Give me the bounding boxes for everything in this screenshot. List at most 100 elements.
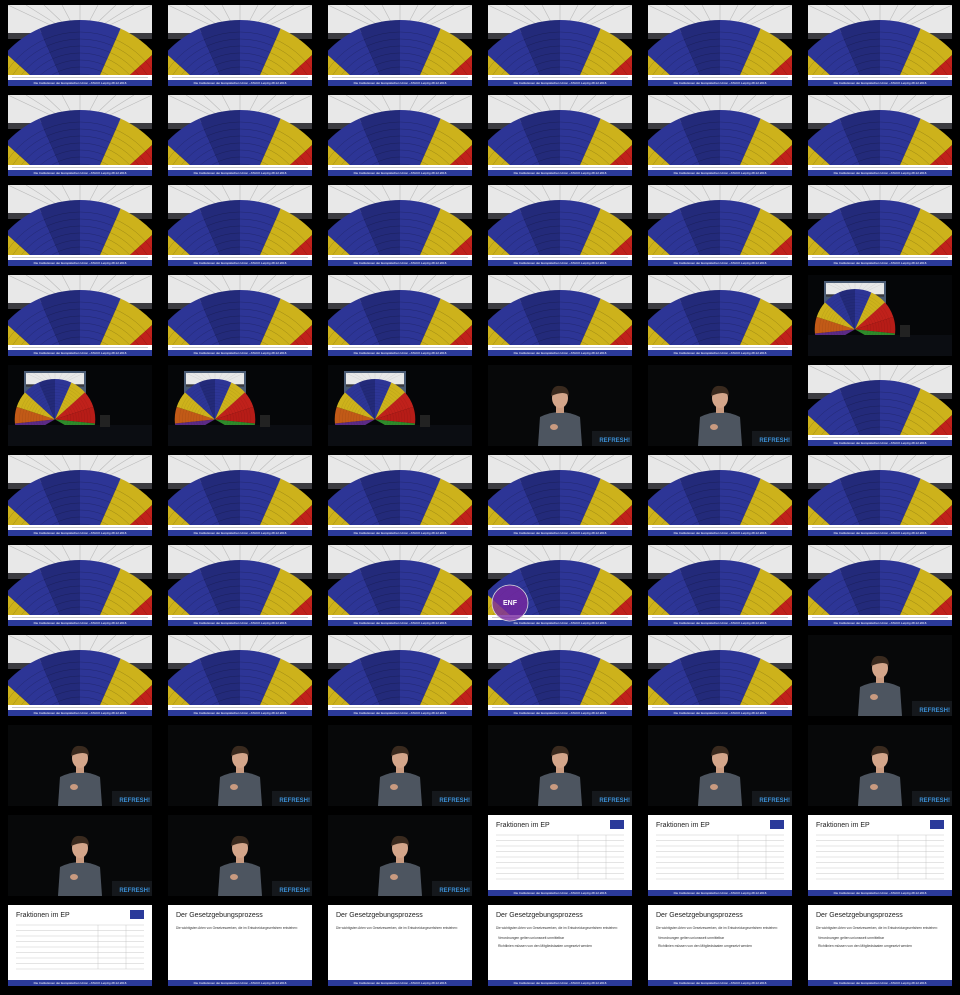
slide-footer-bar — [328, 260, 472, 266]
hemicycle-image: Die Institutionen der Europäischen Union… — [168, 545, 312, 626]
presenter-hair — [551, 745, 569, 756]
seat-block — [519, 200, 560, 266]
seat-block — [16, 392, 55, 420]
stage-logo: REFRESH! — [599, 438, 630, 444]
seat-block — [95, 298, 152, 356]
seat-block — [39, 650, 80, 716]
hemicycle-image: Die Institutionen der Europäischen Union… — [488, 5, 632, 86]
seat-row — [181, 142, 299, 176]
seat-row — [334, 315, 466, 356]
seat-block — [560, 290, 601, 356]
seat-row — [328, 571, 472, 610]
video-frame: Die Institutionen der Europäischen Union… — [648, 95, 792, 176]
seat-row — [341, 322, 459, 356]
video-frame: REFRESH! — [488, 725, 632, 806]
seat-row — [334, 225, 466, 266]
seat-block — [359, 110, 400, 176]
seat-row — [334, 45, 466, 86]
seat-row — [814, 135, 946, 176]
seat-row — [359, 336, 441, 356]
seat-block — [55, 392, 94, 420]
seat-row — [208, 73, 272, 86]
video-frame: Die Institutionen der Europäischen Union… — [328, 95, 472, 176]
seat-row — [648, 488, 792, 534]
hemicycle-image: Die Institutionen der Europäischen Union… — [8, 185, 152, 266]
seat-block — [816, 302, 855, 330]
lectern — [272, 791, 312, 806]
seat-row — [208, 163, 272, 176]
seat-row — [39, 156, 121, 176]
seat-row — [27, 392, 83, 446]
seat-block — [8, 478, 65, 536]
video-frame: Fraktionen im EP Die Institutionen der Eu… — [808, 815, 952, 896]
seat-block — [400, 110, 441, 176]
seat-block — [39, 110, 80, 176]
seat-block — [855, 302, 894, 330]
video-frame: Die Institutionen der Europäischen Union… — [168, 95, 312, 176]
slide-footer-text: Die Institutionen der Europäischen Union… — [834, 891, 927, 895]
seat-row — [494, 225, 626, 266]
seat-block — [648, 118, 705, 176]
slide-footer-bar — [8, 980, 152, 986]
seat-block — [168, 298, 225, 356]
seat-row — [679, 246, 761, 266]
slide-bg — [488, 905, 632, 986]
seat-row — [30, 329, 130, 356]
seat-row — [814, 45, 946, 86]
slide-footer-bar — [808, 620, 952, 626]
seat-row — [648, 481, 792, 520]
seat-row — [328, 218, 472, 264]
video-frame: Die Institutionen der Europäischen Union… — [8, 455, 152, 536]
seat-row — [670, 689, 770, 716]
slide-footer-text: Die Institutionen der Europäischen Union… — [34, 171, 127, 175]
slide-footer-bar — [328, 530, 472, 536]
video-frame: REFRESH! — [168, 815, 312, 896]
video-frame: Die Institutionen der Europäischen Union… — [808, 365, 952, 446]
seat-block — [80, 20, 121, 86]
hemicycle-image: Die Institutionen der Europäischen Union… — [8, 275, 152, 356]
slide-footer-text: Die Institutionen der Europäischen Union… — [834, 621, 927, 625]
seat-row — [519, 66, 601, 86]
hemicycle-image: Die Institutionen der Europäischen Union… — [808, 545, 952, 626]
seat-block — [359, 200, 400, 266]
seat-row — [670, 509, 770, 536]
slide-footer-text: Die Institutionen der Europäischen Union… — [194, 351, 287, 355]
slide-footer-text: Die Institutionen der Europäischen Union… — [834, 981, 927, 985]
slide-footer-bar — [328, 980, 472, 986]
seat-block — [720, 470, 761, 536]
seat-row — [819, 293, 891, 356]
seat-row — [528, 613, 592, 626]
seat-row — [679, 156, 761, 176]
seat-block — [328, 298, 385, 356]
seat-row — [30, 509, 130, 536]
seat-block — [400, 290, 441, 356]
seat-row — [488, 571, 632, 610]
seat-row — [488, 121, 632, 160]
seat-row — [368, 343, 432, 356]
seat-row — [21, 232, 139, 266]
lectern — [432, 881, 472, 896]
seat-row — [848, 163, 912, 176]
presenter-neck — [556, 765, 564, 773]
seat-row — [825, 299, 885, 356]
seat-row — [528, 163, 592, 176]
seat-row — [808, 391, 952, 430]
seat-block — [648, 568, 705, 626]
seat-block — [560, 650, 601, 716]
seat-block — [895, 568, 952, 626]
slide-bullet: Richtlinien müssen von den Mitgliedstaat… — [658, 944, 752, 948]
seat-block — [199, 560, 240, 626]
seat-block — [880, 20, 921, 86]
seat-row — [488, 211, 632, 250]
video-frame: Die Institutionen der Europäischen Union… — [488, 275, 632, 356]
seat-row — [168, 31, 312, 70]
seat-row — [510, 239, 610, 266]
seat-block — [488, 298, 545, 356]
seat-row — [648, 308, 792, 354]
presenter-hands — [870, 784, 878, 790]
lectern — [112, 881, 152, 896]
seat-row — [679, 606, 761, 626]
seat-block — [679, 110, 720, 176]
seat-row — [8, 38, 152, 84]
slide-footer-bar — [328, 350, 472, 356]
